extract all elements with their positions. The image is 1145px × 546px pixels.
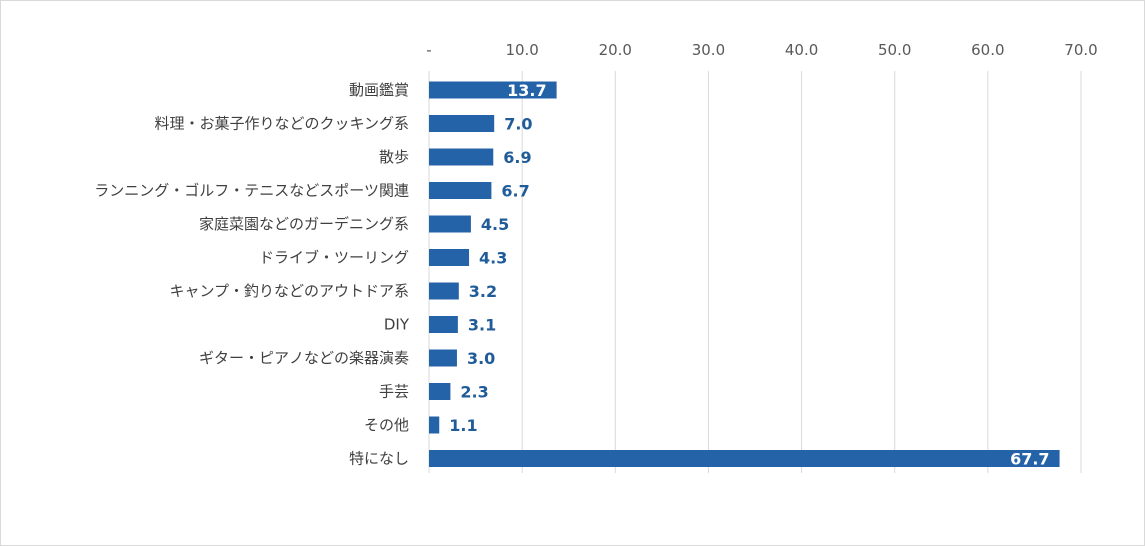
data-label: 6.9 [503,148,531,167]
category-label: ドライブ・ツーリング [259,249,409,267]
data-label: 13.7 [507,81,546,100]
x-tick-label: 70.0 [1064,41,1097,59]
bar [429,383,451,400]
x-tick-label: 40.0 [785,41,818,59]
bar [429,316,458,333]
bars [429,81,1060,467]
bar [429,182,492,199]
x-tick-label: 30.0 [692,41,725,59]
data-label: 3.2 [469,282,497,301]
bar [429,115,495,132]
bar [429,81,557,99]
data-label: 2.3 [460,383,488,402]
bar [429,416,440,434]
category-label: 動画鑑賞 [349,81,409,99]
data-label: 1.1 [449,416,477,435]
bar [429,249,470,266]
x-tick-label: 50.0 [878,41,911,59]
category-label: DIY [384,316,410,334]
data-label: 7.0 [504,115,532,134]
bar [429,148,494,166]
value-labels: 13.7 7.0 6.9 6.7 4.5 4.3 3.2 3.1 3.0 2.3 1.1 67.7 [449,81,1049,469]
x-tick-label: - [426,41,431,59]
data-label: 4.3 [479,249,507,268]
x-tick-label: 20.0 [599,41,632,59]
gridlines [428,71,1082,473]
data-label: 3.0 [467,349,495,368]
data-label: 3.1 [468,316,496,335]
category-label: 家庭菜園などのガーデニング系 [199,215,409,233]
x-tick-label: 60.0 [971,41,1004,59]
bar [429,349,457,367]
data-label: 67.7 [1010,450,1049,469]
data-label: 6.7 [501,182,529,201]
x-axis-ticks: - 10.0 20.0 30.0 40.0 50.0 60.0 70.0 [426,41,1097,59]
category-label: キャンプ・釣りなどのアウトドア系 [169,282,409,300]
category-label: 手芸 [379,383,409,401]
bar [429,450,1060,467]
category-label: 料理・お菓子作りなどのクッキング系 [154,115,409,133]
category-label: その他 [364,416,409,434]
bar [429,282,459,300]
data-label: 4.5 [481,215,509,234]
category-label: 特になし [349,450,409,468]
category-labels: 動画鑑賞料理・お菓子作りなどのクッキング系散歩ランニング・ゴルフ・テニスなどスポ… [94,81,410,468]
category-label: ランニング・ゴルフ・テニスなどスポーツ関連 [94,182,409,200]
bar [429,215,471,233]
x-tick-label: 10.0 [505,41,538,59]
category-label: 散歩 [379,148,409,166]
category-label: ギター・ピアノなどの楽器演奏 [199,349,409,367]
